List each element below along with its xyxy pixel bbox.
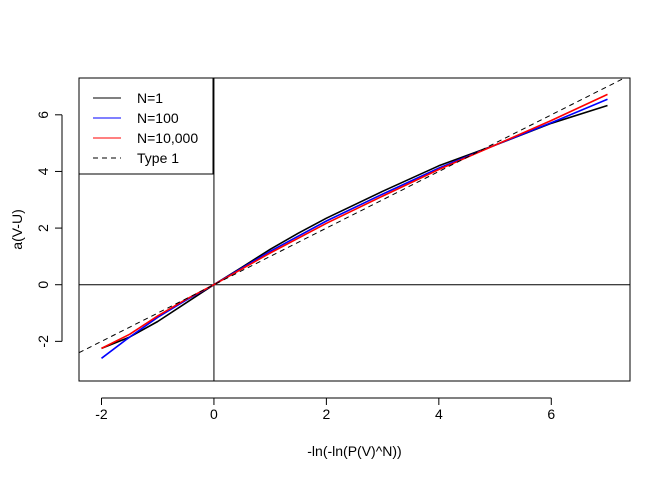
x-axis-title: -ln(-ln(P(V)^N)) bbox=[307, 443, 401, 459]
y-tick-label: 4 bbox=[35, 167, 51, 175]
y-axis: -2 0 2 4 6 bbox=[35, 111, 63, 348]
series-line-3 bbox=[101, 93, 608, 350]
reference-lines bbox=[79, 78, 630, 381]
legend-label-4: Type 1 bbox=[137, 150, 179, 166]
y-tick-label: -2 bbox=[35, 335, 51, 348]
legend-label-2: N=100 bbox=[137, 110, 179, 126]
x-axis: -2 0 2 4 6 bbox=[95, 397, 555, 422]
x-tick-label: 6 bbox=[547, 406, 555, 422]
legend-label-1: N=1 bbox=[137, 90, 163, 106]
legend-label-3: N=10,000 bbox=[137, 130, 198, 146]
plot-frame bbox=[78, 77, 631, 382]
x-tick-label: 0 bbox=[210, 406, 218, 422]
series-layer bbox=[79, 78, 626, 359]
series-line-4 bbox=[79, 78, 626, 354]
y-tick-label: 0 bbox=[35, 281, 51, 289]
y-tick-label: 6 bbox=[35, 111, 51, 119]
x-tick-label: -2 bbox=[95, 406, 108, 422]
legend-box bbox=[78, 77, 214, 175]
y-tick-label: 2 bbox=[35, 224, 51, 232]
legend: N=1 N=100 N=10,000 Type 1 bbox=[78, 77, 214, 175]
x-tick-label: 4 bbox=[435, 406, 443, 422]
x-tick-label: 2 bbox=[322, 406, 330, 422]
y-axis-title: a(V-U) bbox=[9, 209, 25, 249]
